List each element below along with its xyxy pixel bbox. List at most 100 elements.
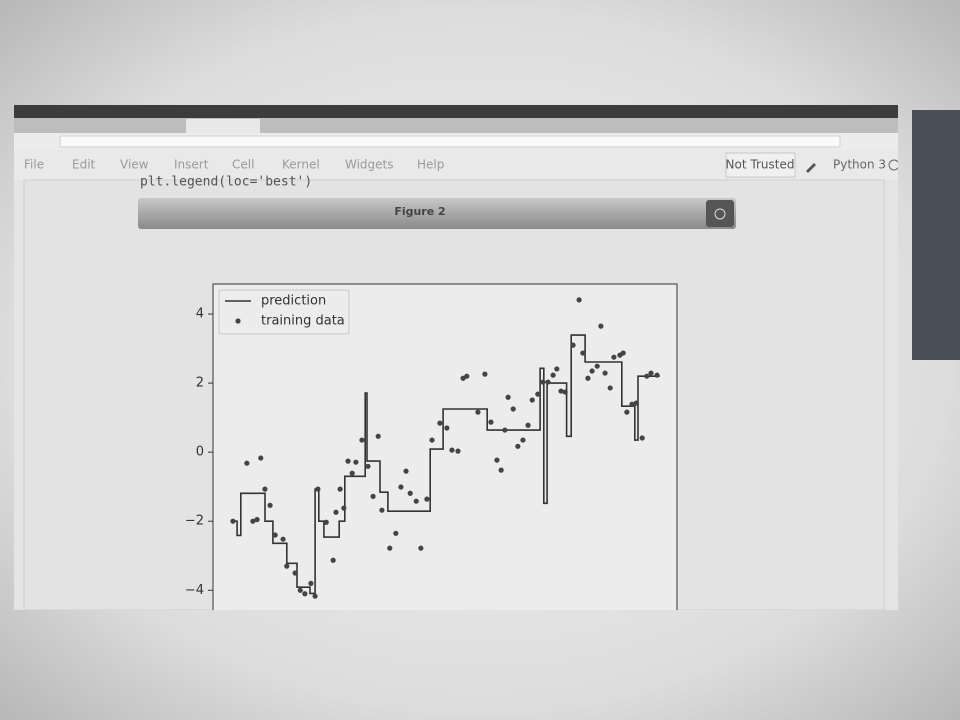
menu-item[interactable]: Widgets [345, 158, 394, 172]
y-tick-label: 4 [196, 307, 204, 322]
training-point [510, 406, 516, 412]
training-point [498, 467, 504, 473]
training-point [589, 368, 595, 374]
training-point [455, 448, 461, 454]
url-field[interactable] [59, 135, 841, 148]
training-point [315, 486, 321, 492]
training-point [624, 409, 630, 415]
training-point [429, 437, 435, 443]
training-point [525, 422, 531, 428]
training-point [393, 530, 399, 536]
training-point [633, 400, 639, 406]
training-point [254, 516, 260, 523]
title-bar [14, 105, 898, 118]
training-point [407, 490, 413, 496]
training-point [482, 371, 488, 377]
training-point [444, 425, 450, 431]
training-point [520, 437, 526, 443]
close-figure-button[interactable] [706, 200, 734, 227]
training-point [558, 388, 564, 394]
training-point [413, 498, 419, 504]
training-point [550, 372, 556, 378]
training-point [540, 379, 546, 385]
training-point [639, 435, 645, 441]
training-point [648, 370, 654, 376]
training-point [398, 484, 404, 490]
legend-label: training data [261, 314, 345, 329]
kernel-name: Python 3 [833, 158, 886, 172]
training-point [585, 375, 591, 381]
y-tick-label: 2 [196, 376, 204, 391]
training-point [262, 486, 268, 492]
training-point [387, 545, 393, 551]
trust-button[interactable] [725, 152, 796, 178]
menu: File Edit View Insert Cell Kernel Widgets Help [24, 158, 444, 172]
training-point [333, 509, 339, 515]
training-point [602, 370, 608, 376]
y-tick-label: −4 [185, 583, 204, 598]
training-point [349, 470, 355, 476]
training-point [308, 580, 314, 586]
training-point [244, 460, 250, 466]
training-point [494, 457, 500, 463]
active-tab[interactable] [186, 119, 260, 133]
training-point [365, 463, 371, 469]
menu-item[interactable]: View [120, 158, 149, 172]
training-point [570, 342, 576, 348]
training-point [359, 437, 365, 443]
menu-item[interactable]: Edit [72, 158, 96, 172]
training-point [505, 394, 511, 400]
training-point [475, 409, 481, 415]
training-point [267, 502, 273, 508]
training-point [464, 373, 470, 379]
training-point [424, 496, 430, 502]
training-point [629, 401, 635, 407]
prediction-line [233, 334, 660, 595]
training-point [515, 443, 521, 449]
training-point [379, 507, 385, 513]
training-point [654, 372, 660, 378]
training-point [272, 532, 278, 538]
y-tick-label: 0 [196, 445, 204, 460]
training-point [284, 563, 290, 569]
training-point [292, 570, 298, 576]
training-point [562, 389, 568, 395]
training-point [297, 587, 303, 593]
training-point [594, 363, 600, 369]
training-point [341, 505, 347, 511]
side-panel [912, 110, 960, 360]
training-point [375, 433, 381, 439]
menu-item[interactable]: Help [417, 158, 444, 172]
legend-box [218, 289, 350, 335]
power-icon [714, 208, 726, 220]
training-point [620, 350, 626, 356]
menu-item[interactable]: Insert [174, 158, 209, 172]
training-point [449, 447, 455, 453]
training-point [607, 385, 613, 391]
training-point [576, 297, 582, 303]
training-point [488, 419, 494, 425]
tab-bar [14, 118, 898, 133]
training-point [280, 536, 286, 542]
menu-item[interactable]: Cell [232, 158, 254, 172]
menu-item[interactable]: Kernel [282, 158, 320, 172]
training-point [502, 427, 508, 433]
training-point [611, 354, 617, 360]
training-point [323, 519, 329, 525]
training-point [250, 518, 256, 524]
training-point [598, 323, 604, 329]
figure-header [138, 198, 736, 229]
training-point [437, 420, 443, 426]
training-point [330, 557, 336, 563]
training-point [418, 545, 424, 551]
edit-icon[interactable] [806, 163, 816, 173]
training-point [529, 397, 535, 403]
training-point [312, 593, 318, 599]
training-point [230, 518, 236, 524]
figure-title: Figure 2 [394, 205, 445, 218]
plot-area [212, 283, 678, 610]
menu-item[interactable]: File [24, 158, 44, 172]
browser: plt.legend(loc='best') File Edit View Inser… [14, 105, 898, 610]
training-point [353, 459, 359, 465]
